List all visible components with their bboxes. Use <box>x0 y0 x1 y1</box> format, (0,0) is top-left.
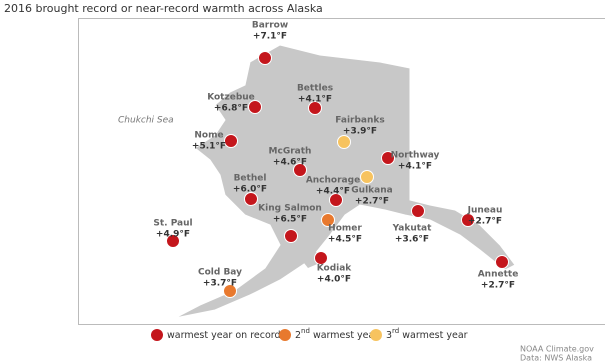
legend-marker <box>370 329 382 341</box>
station-marker <box>321 213 335 227</box>
station-anomaly: +4.0°F <box>317 275 351 285</box>
station-marker <box>381 151 395 165</box>
station-anomaly: +3.9°F <box>343 127 377 137</box>
station-marker <box>223 284 237 298</box>
station-marker <box>337 135 351 149</box>
station-name: McGrath <box>269 147 312 157</box>
title: 2016 brought record or near-record warmt… <box>4 2 323 15</box>
station-name: Nome <box>194 131 223 141</box>
station-anomaly: +2.7°F <box>481 281 515 291</box>
station-marker <box>284 229 298 243</box>
legend-marker <box>279 329 291 341</box>
station-name: Juneau <box>467 206 503 216</box>
station-name: Annette <box>478 270 519 280</box>
station-marker <box>495 255 509 269</box>
legend-label: 3rd warmest year <box>386 327 468 341</box>
station-anomaly: +5.1°F <box>192 142 226 152</box>
station-name: St. Paul <box>153 219 192 229</box>
station-marker <box>329 193 343 207</box>
station-name: Fairbanks <box>335 116 384 126</box>
station-marker <box>258 51 272 65</box>
station-anomaly: +2.7°F <box>355 197 389 207</box>
station-anomaly: +4.1°F <box>298 95 332 105</box>
station-name: Yakutat <box>392 224 433 234</box>
station-name: Kodiak <box>317 264 353 274</box>
station-marker <box>248 100 262 114</box>
legend-text: warmest year on record <box>167 330 281 341</box>
station-anomaly: +4.9°F <box>156 230 190 240</box>
station-marker <box>244 192 258 206</box>
station-name: Kotzebue <box>207 93 255 103</box>
station-name: Gulkana <box>351 186 392 196</box>
station-name: Northway <box>391 151 440 161</box>
station-name: Anchorage <box>306 176 360 186</box>
station-name: Barrow <box>252 21 288 31</box>
station-anomaly: +2.7°F <box>468 217 502 227</box>
legend-text: warmest year <box>313 330 378 341</box>
station-anomaly: +7.1°F <box>253 32 287 42</box>
legend-marker <box>151 329 163 341</box>
station-marker <box>308 101 322 115</box>
station-marker <box>166 234 180 248</box>
legend-label: 2nd warmest year <box>295 327 378 341</box>
map-frame <box>78 18 605 325</box>
sea-label: Chukchi Sea <box>118 116 174 126</box>
credit: Data: NWS Alaska <box>520 354 592 363</box>
station-anomaly: +6.5°F <box>273 215 307 225</box>
credit: NOAA Climate.gov <box>520 345 594 354</box>
station-anomaly: +4.5°F <box>328 235 362 245</box>
station-anomaly: +4.1°F <box>398 162 432 172</box>
station-name: King Salmon <box>258 204 322 214</box>
station-name: Bettles <box>297 84 333 94</box>
legend-suffix: nd <box>301 327 310 335</box>
station-anomaly: +4.6°F <box>273 158 307 168</box>
station-name: Bethel <box>234 174 267 184</box>
station-name: Cold Bay <box>198 268 242 278</box>
station-anomaly: +6.8°F <box>214 104 248 114</box>
station-marker <box>411 204 425 218</box>
station-marker <box>293 163 307 177</box>
station-marker <box>314 251 328 265</box>
station-anomaly: +3.6°F <box>395 235 429 245</box>
legend-number: 2 <box>295 330 301 341</box>
legend-label: warmest year on record <box>167 330 281 341</box>
legend-number: 3 <box>386 330 392 341</box>
station-name: Homer <box>328 224 362 234</box>
station-marker <box>461 213 475 227</box>
station-anomaly: +4.4°F <box>316 187 350 197</box>
legend-text: warmest year <box>402 330 467 341</box>
station-marker <box>360 170 374 184</box>
station-anomaly: +6.0°F <box>233 185 267 195</box>
station-marker <box>224 134 238 148</box>
station-anomaly: +3.7°F <box>203 279 237 289</box>
legend-suffix: rd <box>392 327 399 335</box>
